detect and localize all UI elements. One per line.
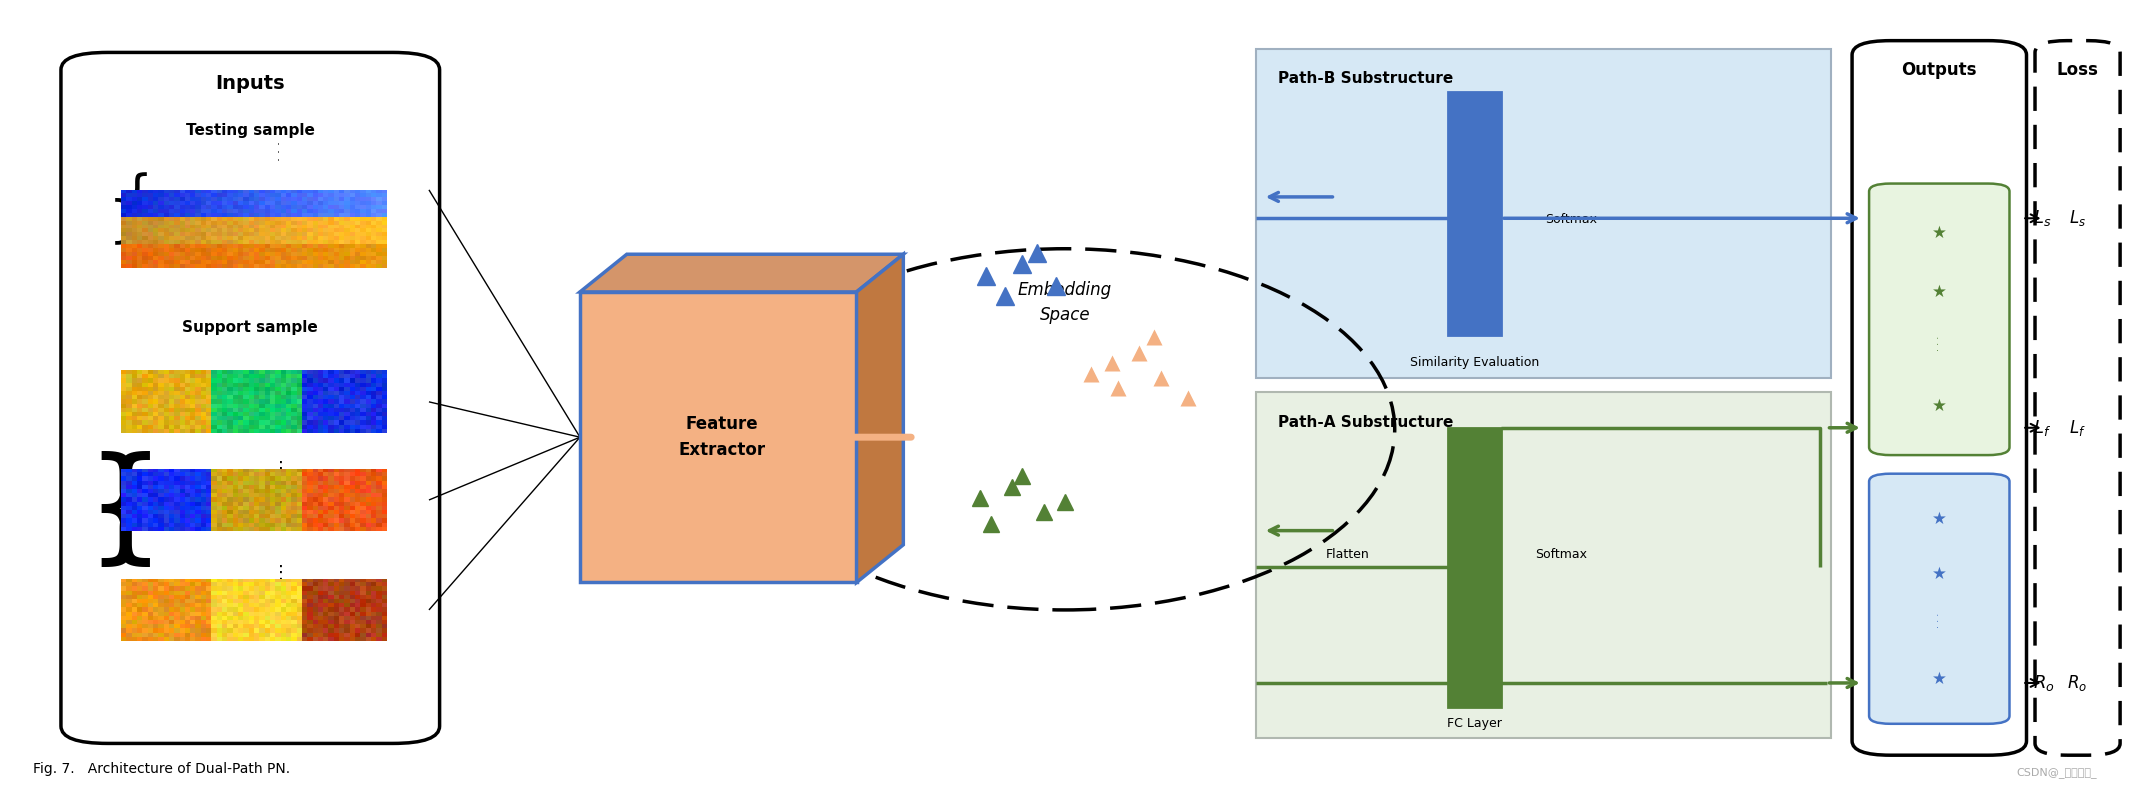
Text: ⋮: ⋮ (271, 564, 290, 582)
FancyBboxPatch shape (62, 53, 439, 743)
Polygon shape (579, 255, 903, 292)
Text: ★: ★ (1932, 670, 1947, 688)
Text: Testing sample: Testing sample (185, 124, 315, 139)
Text: ★: ★ (1932, 397, 1947, 415)
Bar (1257, 49, 1832, 378)
Text: $R_o$: $R_o$ (2068, 673, 2087, 693)
Text: ⋮: ⋮ (271, 460, 290, 478)
Text: Softmax: Softmax (1534, 548, 1587, 561)
Text: · · ·: · · · (1934, 336, 1945, 351)
Bar (1448, 428, 1502, 707)
Bar (1448, 91, 1502, 335)
Text: $R_o$: $R_o$ (2032, 673, 2055, 693)
FancyBboxPatch shape (1853, 41, 2026, 755)
Text: ★: ★ (1932, 510, 1947, 528)
Text: Fig. 7.   Architecture of Dual-Path PN.: Fig. 7. Architecture of Dual-Path PN. (34, 762, 290, 776)
Text: Flatten: Flatten (1327, 548, 1370, 561)
Text: $L_s$: $L_s$ (2068, 208, 2085, 229)
FancyBboxPatch shape (2034, 41, 2119, 755)
Text: Outputs: Outputs (1902, 61, 1977, 80)
Text: $L_s$: $L_s$ (2032, 208, 2051, 229)
Bar (579, 292, 856, 582)
Polygon shape (856, 255, 903, 582)
Text: CSDN@_借鸸居语_: CSDN@_借鸸居语_ (2017, 767, 2096, 778)
Text: Softmax: Softmax (1544, 214, 1598, 226)
FancyBboxPatch shape (1870, 184, 2009, 455)
Text: · · ·: · · · (1934, 613, 1945, 628)
Text: {: { (85, 452, 164, 572)
Text: $L_f$: $L_f$ (2068, 418, 2085, 438)
Text: }: } (109, 169, 141, 217)
Text: Inputs: Inputs (215, 74, 285, 93)
Text: ★: ★ (1932, 224, 1947, 241)
Text: Path-A Substructure: Path-A Substructure (1278, 414, 1453, 429)
Text: Embedding
Space: Embedding Space (1018, 281, 1112, 325)
FancyBboxPatch shape (1870, 474, 2009, 724)
Text: FC Layer: FC Layer (1446, 717, 1502, 730)
Text: · · ·: · · · (275, 140, 288, 161)
Text: }: } (85, 452, 164, 572)
Text: $L_f$: $L_f$ (2032, 418, 2051, 438)
Text: Loss: Loss (2058, 61, 2098, 80)
Text: Similarity Evaluation: Similarity Evaluation (1410, 356, 1540, 369)
Text: }: } (109, 197, 141, 245)
Text: Support sample: Support sample (183, 320, 317, 335)
Text: ★: ★ (1932, 565, 1947, 583)
Bar (1257, 392, 1832, 738)
Text: Feature
Extractor: Feature Extractor (679, 415, 765, 459)
Text: ★: ★ (1932, 283, 1947, 301)
Text: Path-B Substructure: Path-B Substructure (1278, 71, 1453, 86)
